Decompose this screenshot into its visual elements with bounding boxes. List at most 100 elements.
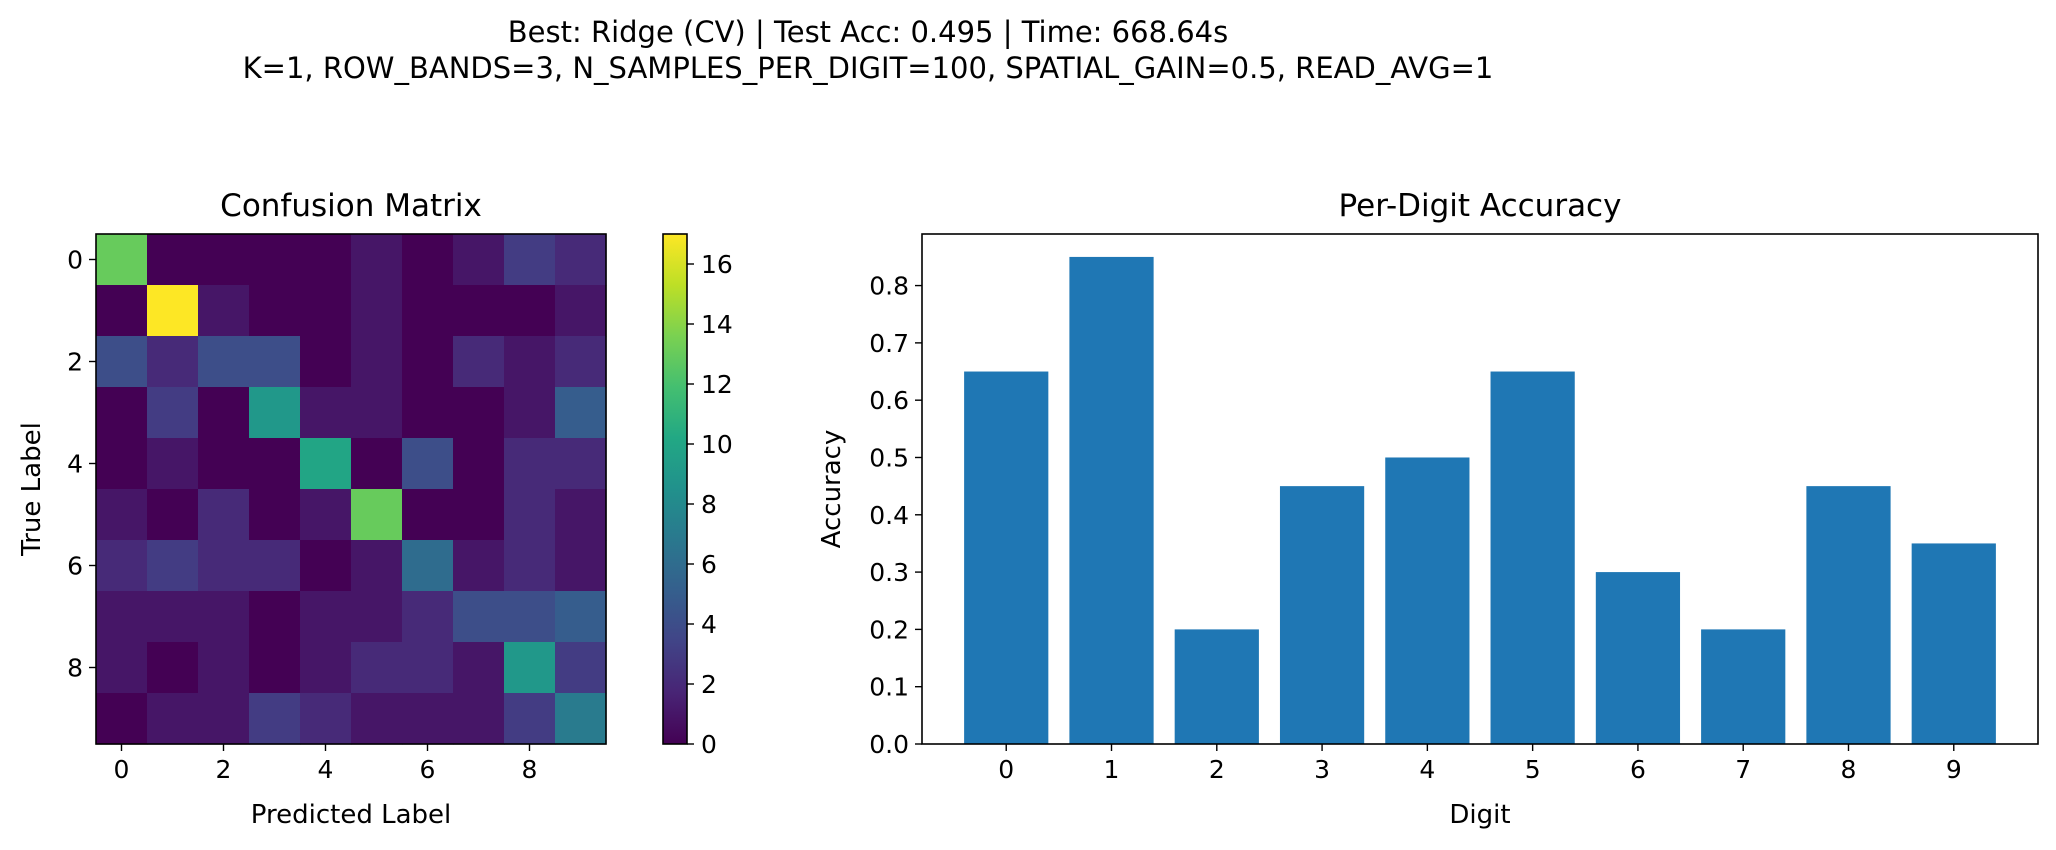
bar-digit-1 — [1069, 256, 1154, 744]
heatmap-cell — [402, 234, 454, 286]
heatmap-y-ticks: 0 2 4 6 8 — [67, 246, 96, 683]
heatmap-cell — [453, 438, 505, 490]
y-tick-label: 0.0 — [869, 730, 909, 759]
heatmap-cell — [147, 285, 199, 337]
heatmap-cell — [147, 336, 199, 388]
colorbar-tick-label: 16 — [701, 250, 733, 279]
heatmap-cell — [504, 693, 556, 745]
heatmap-cell — [402, 489, 454, 541]
heatmap-cell — [96, 234, 148, 286]
heatmap-cell — [453, 693, 505, 745]
heatmap-cell — [249, 336, 301, 388]
bar-series — [964, 256, 1996, 744]
x-tick-label: 4 — [1419, 755, 1435, 784]
heatmap-cell — [453, 540, 505, 592]
heatmap-cell — [555, 693, 607, 745]
suptitle-line2: K=1, ROW_BANDS=3, N_SAMPLES_PER_DIGIT=10… — [243, 51, 1494, 85]
x-tick-label: 7 — [1735, 755, 1751, 784]
y-tick-label: 2 — [67, 348, 83, 377]
heatmap-cell — [147, 489, 199, 541]
bar-digit-6 — [1595, 572, 1681, 744]
colorbar-tick-label: 6 — [701, 550, 717, 579]
heatmap-cell — [147, 234, 199, 286]
heatmap-cell — [351, 336, 403, 388]
heatmap-cell — [453, 234, 505, 286]
heatmap-cell — [351, 591, 403, 643]
heatmap-cell — [504, 642, 556, 694]
heatmap-cell — [351, 693, 403, 745]
heatmap-cell — [555, 336, 607, 388]
colorbar-tick-label: 0 — [701, 730, 717, 759]
heatmap-cell — [198, 234, 250, 286]
heatmap-cell — [504, 336, 556, 388]
bar-chart-title: Per-Digit Accuracy — [1339, 188, 1622, 224]
x-tick-label: 1 — [1104, 755, 1120, 784]
heatmap-cell — [198, 285, 250, 337]
colorbar-tick-label: 10 — [701, 430, 733, 459]
bar-axes-frame — [921, 233, 2039, 745]
heatmap-cell — [300, 438, 352, 490]
x-tick-label: 4 — [318, 755, 334, 784]
heatmap-cell — [504, 591, 556, 643]
heatmap-cell — [555, 642, 607, 694]
y-tick-label: 0.6 — [869, 386, 909, 415]
heatmap-cell — [402, 642, 454, 694]
heatmap-cell — [351, 540, 403, 592]
y-tick-label: 0.3 — [869, 558, 909, 587]
y-tick-label: 6 — [67, 552, 83, 581]
x-tick-label: 6 — [420, 755, 436, 784]
heatmap-cell — [147, 591, 199, 643]
x-tick-label: 9 — [1946, 755, 1962, 784]
x-tick-label: 5 — [1525, 755, 1541, 784]
heatmap-cell — [555, 387, 607, 439]
heatmap-cell — [300, 642, 352, 694]
heatmap-cell — [453, 489, 505, 541]
heatmap-cell — [555, 489, 607, 541]
heatmap-cell — [198, 387, 250, 439]
heatmap-cell — [147, 387, 199, 439]
bar-y-axis-label: Accuracy — [817, 430, 847, 549]
heatmap-cell — [96, 540, 148, 592]
heatmap-cell — [300, 387, 352, 439]
heatmap-cell — [249, 540, 301, 592]
bar-x-ticks: 0 1 2 3 4 5 6 7 8 9 — [998, 744, 1962, 784]
heatmap-cell — [504, 285, 556, 337]
x-tick-label: 2 — [216, 755, 232, 784]
x-tick-label: 0 — [114, 755, 130, 784]
y-tick-label: 0.5 — [869, 443, 909, 472]
heatmap-y-axis-label: True Label — [17, 422, 47, 557]
heatmap-cell — [147, 642, 199, 694]
heatmap-cell — [555, 591, 607, 643]
heatmap-cell — [351, 234, 403, 286]
heatmap-cell — [96, 693, 148, 745]
heatmap-cell — [96, 438, 148, 490]
y-tick-label: 0.7 — [869, 329, 909, 358]
x-tick-label: 8 — [522, 755, 538, 784]
colorbar-tick-label: 8 — [701, 490, 717, 519]
heatmap-cell — [249, 642, 301, 694]
heatmap-cell — [402, 438, 454, 490]
heatmap-cell — [147, 693, 199, 745]
heatmap-x-axis-label: Predicted Label — [251, 800, 451, 830]
heatmap-cell — [147, 438, 199, 490]
heatmap-cell — [300, 540, 352, 592]
heatmap-cell — [249, 285, 301, 337]
heatmap-cell — [402, 591, 454, 643]
heatmap-cell — [96, 285, 148, 337]
colorbar-tick-label: 14 — [701, 310, 733, 339]
x-tick-label: 0 — [998, 755, 1014, 784]
confusion-matrix-panel: Confusion Matrix 0 2 4 6 8 0 2 4 6 8 Predicted L… — [17, 188, 607, 830]
heatmap-frame — [95, 233, 607, 745]
heatmap-cell — [300, 336, 352, 388]
heatmap-cell — [96, 642, 148, 694]
suptitle-line1: Best: Ridge (CV) | Test Acc: 0.495 | Tim… — [508, 15, 1229, 49]
heatmap-cell — [249, 234, 301, 286]
heatmap-cell — [198, 540, 250, 592]
heatmap-cell — [453, 642, 505, 694]
colorbar-frame — [662, 233, 688, 745]
colorbar-tick-label: 12 — [701, 370, 733, 399]
confusion-matrix-title: Confusion Matrix — [220, 188, 482, 224]
heatmap-cell — [351, 285, 403, 337]
heatmap-x-ticks: 0 2 4 6 8 — [114, 744, 538, 784]
y-tick-label: 0.1 — [869, 673, 909, 702]
